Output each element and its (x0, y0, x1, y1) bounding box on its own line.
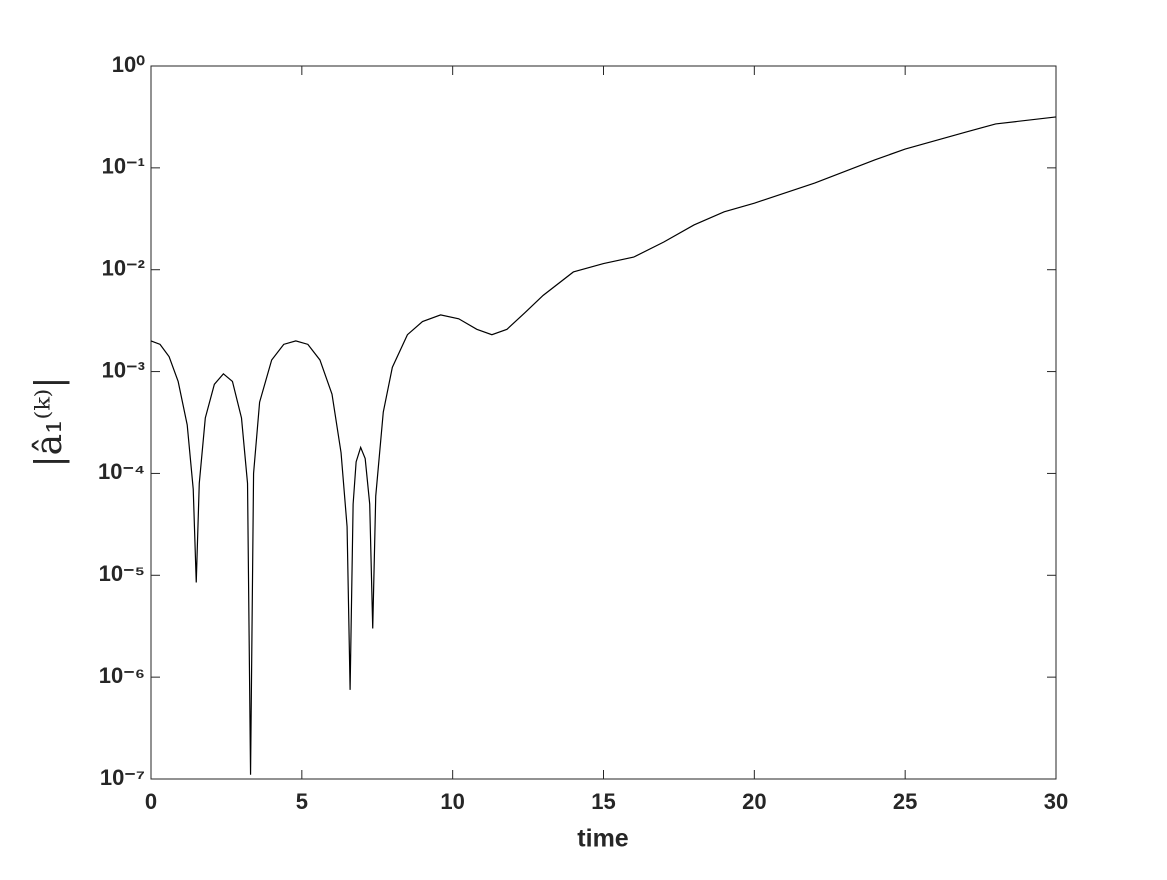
x-tick-label: 0 (145, 789, 157, 814)
x-tick-label: 15 (591, 789, 615, 814)
x-axis-label: time (577, 825, 629, 853)
plot-frame (150, 65, 1057, 780)
y-tick-label: 10⁻⁵ (99, 561, 145, 586)
y-tick-label: 10⁰ (112, 52, 145, 77)
x-tick-label: 30 (1044, 789, 1068, 814)
y-tick-label: 10⁻¹ (102, 154, 145, 179)
y-tick-label: 10⁻³ (102, 357, 145, 382)
x-tick-label: 25 (893, 789, 917, 814)
y-axis-label: |â₁⁽ᵏ⁾| (29, 377, 70, 468)
x-tick-label: 10 (440, 789, 464, 814)
y-tick-label: 10⁻² (102, 256, 145, 281)
y-tick-label: 10⁻⁶ (99, 663, 145, 688)
y-tick-label: 10⁻⁴ (98, 459, 145, 484)
x-tick-label: 20 (742, 789, 766, 814)
data-line (150, 116, 1057, 775)
x-tick-label: 5 (296, 789, 308, 814)
y-tick-label: 10⁻⁷ (100, 765, 145, 790)
